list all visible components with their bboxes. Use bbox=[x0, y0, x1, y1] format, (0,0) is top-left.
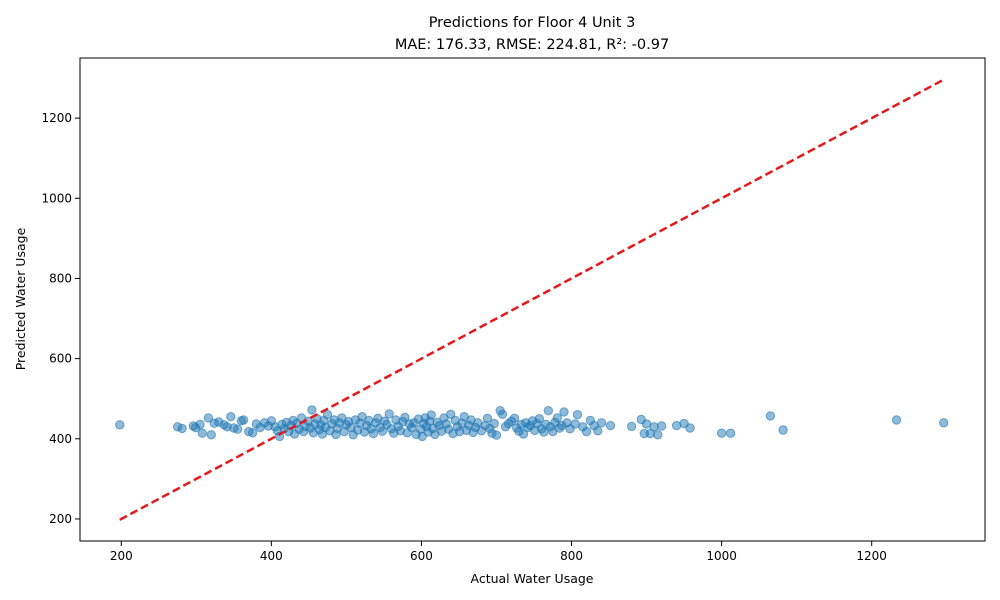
x-axis-label: Actual Water Usage bbox=[470, 571, 593, 586]
data-point bbox=[247, 428, 258, 438]
data-point bbox=[232, 424, 243, 434]
y-tick-label: 400 bbox=[49, 432, 72, 446]
y-axis-ticks: 200 400 600 800 1000 1200 bbox=[41, 111, 80, 526]
data-point bbox=[489, 418, 499, 429]
x-axis-ticks: 200 400 600 800 1000 1200 bbox=[110, 541, 887, 563]
data-point bbox=[596, 418, 607, 428]
data-point bbox=[939, 418, 949, 428]
data-point bbox=[491, 430, 502, 440]
data-point bbox=[778, 425, 788, 435]
data-point bbox=[534, 414, 544, 424]
chart-title: Predictions for Floor 4 Unit 3 bbox=[429, 15, 636, 31]
data-point bbox=[605, 420, 616, 431]
data-point bbox=[482, 413, 493, 423]
x-tick-label: 800 bbox=[560, 549, 583, 563]
y-axis-label: Predicted Water Usage bbox=[13, 227, 28, 370]
data-point bbox=[177, 423, 187, 434]
data-point bbox=[653, 430, 663, 440]
y-tick-label: 200 bbox=[49, 512, 72, 526]
data-point bbox=[559, 407, 569, 417]
x-tick-label: 600 bbox=[410, 549, 433, 563]
x-tick-label: 1200 bbox=[856, 549, 887, 563]
data-point bbox=[400, 412, 410, 423]
y-tick-label: 800 bbox=[49, 271, 72, 285]
data-point bbox=[626, 421, 637, 432]
data-point bbox=[197, 428, 208, 438]
reference-line bbox=[119, 78, 945, 521]
data-point bbox=[384, 409, 394, 419]
y-tick-label: 1200 bbox=[41, 111, 72, 125]
data-point bbox=[426, 410, 436, 420]
data-point bbox=[725, 428, 736, 438]
data-point bbox=[238, 415, 249, 425]
chart-subtitle: MAE: 176.33, RMSE: 224.81, R²: -0.97 bbox=[395, 37, 669, 53]
x-tick-label: 1000 bbox=[706, 549, 737, 563]
y-tick-label: 1000 bbox=[41, 191, 72, 205]
data-point bbox=[552, 413, 562, 423]
data-point bbox=[368, 428, 379, 439]
data-point bbox=[716, 428, 727, 438]
plot-frame bbox=[79, 57, 986, 542]
data-point bbox=[322, 410, 333, 420]
data-point bbox=[543, 406, 553, 416]
data-point bbox=[656, 421, 667, 431]
data-point bbox=[115, 420, 125, 430]
data-point bbox=[206, 430, 217, 440]
data-point bbox=[377, 426, 388, 436]
data-point bbox=[518, 429, 529, 439]
x-tick-label: 200 bbox=[110, 549, 133, 563]
data-point bbox=[572, 410, 583, 420]
y-tick-label: 600 bbox=[49, 352, 72, 366]
data-point bbox=[509, 413, 520, 423]
data-point bbox=[195, 419, 205, 430]
data-point bbox=[226, 412, 236, 422]
data-point bbox=[307, 405, 317, 415]
data-point bbox=[581, 426, 592, 437]
data-point bbox=[593, 426, 603, 436]
data-point bbox=[765, 411, 776, 421]
data-point bbox=[891, 415, 902, 425]
data-points bbox=[115, 405, 949, 442]
data-point bbox=[685, 423, 695, 433]
x-tick-label: 400 bbox=[260, 549, 283, 563]
data-point bbox=[203, 413, 214, 423]
data-point bbox=[497, 409, 508, 419]
